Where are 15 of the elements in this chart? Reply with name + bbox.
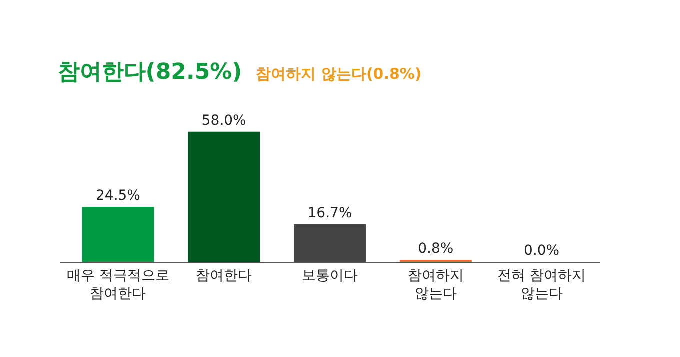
data-label: 0.8% (418, 241, 454, 257)
x-tick-label: 전혀 참여하지 않는다 (498, 268, 586, 302)
x-tick-label: 참여한다 (196, 268, 252, 284)
data-label: 58.0% (202, 112, 246, 129)
x-tick-label: 보통이다 (302, 268, 358, 284)
bar (82, 207, 154, 262)
data-label: 24.5% (96, 188, 140, 204)
x-tick-label: 매우 적극적으로 참여한다 (67, 268, 170, 302)
bar (294, 224, 366, 262)
data-label: 0.0% (524, 243, 560, 259)
chart-title: 참여한다(82.5%) (58, 60, 242, 86)
data-label: 16.7% (308, 206, 352, 222)
x-tick-label: 참여하지 않는다 (408, 268, 464, 302)
chart-subtitle: 참여하지 않는다(0.8%) (256, 65, 422, 84)
bar (188, 132, 260, 262)
